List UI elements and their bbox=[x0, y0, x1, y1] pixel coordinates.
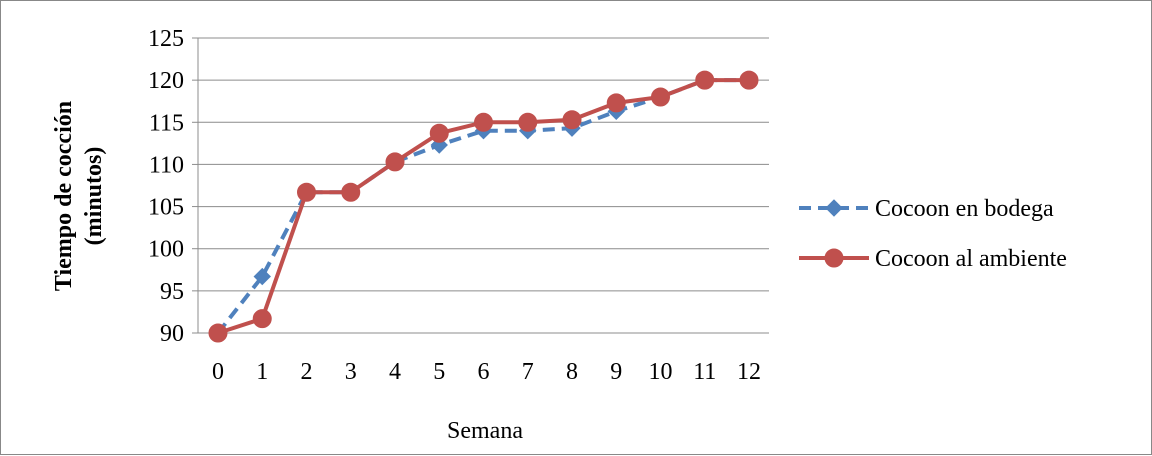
data-point-circle bbox=[385, 152, 405, 172]
data-point-circle bbox=[297, 182, 316, 202]
legend-swatch-diamond bbox=[825, 199, 843, 217]
y-tick-label: 125 bbox=[148, 26, 184, 52]
y-tick-label: 110 bbox=[149, 152, 184, 178]
x-axis-title: Semana bbox=[447, 418, 523, 444]
x-tick-label: 2 bbox=[301, 359, 313, 385]
x-tick-label: 6 bbox=[478, 359, 490, 385]
x-tick-label: 4 bbox=[389, 359, 401, 385]
legend-swatch-circle bbox=[824, 248, 844, 268]
x-tick-label: 11 bbox=[693, 359, 716, 385]
y-axis-title-line-2: (minutos) bbox=[81, 147, 107, 246]
data-point-circle bbox=[739, 70, 759, 90]
series-2 bbox=[208, 70, 759, 343]
y-tick-label: 105 bbox=[148, 195, 184, 221]
x-tick-label: 3 bbox=[345, 359, 357, 385]
data-point-circle bbox=[252, 309, 272, 329]
x-tick-label: 12 bbox=[737, 359, 761, 385]
x-tick-label: 9 bbox=[610, 359, 622, 385]
y-tick-label: 115 bbox=[149, 110, 184, 136]
data-point-circle bbox=[651, 87, 670, 107]
x-tick-label: 5 bbox=[433, 359, 445, 385]
data-point-circle bbox=[341, 182, 361, 202]
axes bbox=[192, 37, 769, 334]
x-tick-label: 1 bbox=[256, 359, 268, 385]
y-axis-title-line-1: Tiempo de cocción bbox=[51, 101, 77, 291]
legend-item-1: Cocoon en bodega bbox=[799, 196, 1054, 222]
y-tick-label: 120 bbox=[148, 68, 184, 94]
y-tick-label: 90 bbox=[160, 321, 184, 347]
y-axis-title: Tiempo de cocción (minutos) bbox=[51, 101, 107, 291]
data-point-circle bbox=[429, 123, 449, 143]
y-tick-label: 100 bbox=[148, 237, 184, 263]
x-tick-label: 7 bbox=[522, 359, 534, 385]
y-tick-label: 95 bbox=[160, 279, 184, 305]
x-tick-label: 8 bbox=[566, 359, 578, 385]
legend-item-2: Cocoon al ambiente bbox=[799, 246, 1067, 272]
x-tick-label: 0 bbox=[212, 359, 224, 385]
legend: Cocoon en bodega Cocoon al ambiente bbox=[799, 196, 1067, 272]
data-point-circle bbox=[695, 70, 715, 90]
data-point-circle bbox=[474, 112, 493, 132]
legend-label: Cocoon al ambiente bbox=[875, 246, 1067, 272]
y-tick-labels: 90 95 100 105 110 115 120 125 bbox=[148, 26, 184, 347]
x-tick-label: 10 bbox=[649, 359, 673, 385]
data-point-circle bbox=[562, 110, 582, 130]
series-lines bbox=[208, 70, 759, 343]
data-point-circle bbox=[518, 112, 538, 132]
legend-label: Cocoon en bodega bbox=[875, 196, 1054, 222]
data-point-circle bbox=[606, 93, 626, 113]
gridlines bbox=[198, 37, 769, 334]
x-tick-labels: 0 1 2 3 4 5 6 7 8 9 10 11 12 bbox=[212, 359, 761, 385]
data-point-circle bbox=[208, 323, 228, 343]
data-point-diamond bbox=[253, 267, 271, 286]
